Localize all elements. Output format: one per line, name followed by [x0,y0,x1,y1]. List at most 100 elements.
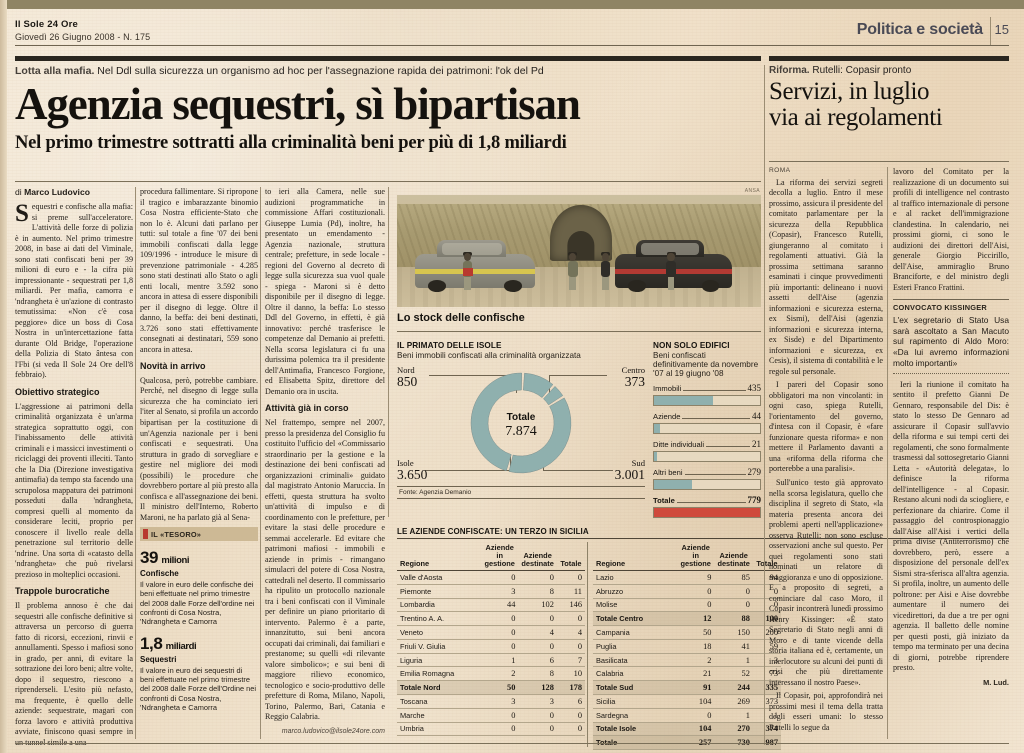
donut-chart-svg [470,372,572,474]
paragraph: Ieri la riunione il comitato ha sentito … [893,379,1009,673]
paragraph: Sequestri e confische alla mafia: si pre… [15,200,133,380]
column-divider-1 [135,187,136,739]
main-article-header: Lotta alla mafia. Nel Ddl sulla sicurezz… [15,65,761,153]
regions-table-left: Regione Aziende in gestione Aziende dest… [397,542,585,737]
article-photo [397,195,761,307]
cell-gestione: 0 [676,598,715,613]
bar-leader-line [676,502,746,503]
table-row: Basilicata 2 1 3 [593,653,781,668]
tesoro-marker-icon [143,529,148,539]
paragraph: La riforma dei servizi segreti decolla a… [769,177,883,376]
donut-label-centro-value: 373 [624,374,645,389]
bar-label: Totale [653,496,675,505]
cell-gestione: 12 [676,611,715,627]
donut-slice-isole [470,372,522,472]
right-article-signature: M. Lud. [983,678,1009,687]
table-row: Marche 0 0 0 [397,708,585,723]
cell-gestione: 0 [676,584,715,599]
leader-line-centro [549,375,607,376]
donut-label-sud-name: Sud [631,458,645,468]
table-row: Sardegna 0 1 1 [593,708,781,723]
cell-destinate: 0 [518,722,557,737]
cell-totale: 146 [556,598,585,613]
donut-label-centro-name: Centro [621,365,645,375]
headline-bottom-rule [15,181,761,182]
officer-legs [667,276,675,291]
right-article-divider [764,65,765,745]
table-row: Calabria 21 52 73 [593,666,781,682]
cell-regione: Abruzzo [593,584,677,599]
cell-gestione: 0 [480,611,519,627]
cell-gestione: 0 [480,639,519,654]
bar-value: 279 [747,467,762,477]
bar-value: 21 [752,439,761,449]
donut-chart-source: Fonte: Agenzia Demanio [397,486,645,499]
bar-head: Altri beni 279 [653,467,761,477]
bar-track [653,479,761,490]
bar-leader-line [684,474,746,475]
cell-gestione: 0 [676,708,715,723]
cell-destinate: 270 [714,722,753,737]
cell-totale: 6 [556,694,585,709]
cell-regione: Puglia [593,639,677,654]
cell-gestione: 0 [480,570,519,585]
bar-value: 44 [752,411,761,421]
byline-author: Marco Ludovico [24,187,90,197]
cell-destinate: 0 [714,584,753,599]
main-headline: Agenzia sequestri, sì bipartisan [15,79,581,130]
cell-gestione: 21 [676,666,715,682]
officer-legs [463,276,471,291]
cell-totale: 0 [556,570,585,585]
tesoro-stat-label: Confische [140,569,179,578]
cell-regione: Lazio [593,570,677,585]
car-stripe [415,269,536,274]
right-headline-rule [769,161,1009,162]
table-row: Lazio 9 85 94 [593,570,781,585]
bar-fill [654,424,660,433]
photo-police-car-grey [415,239,536,292]
paragraph: lavoro del Comitato per la realizzazione… [893,167,1009,292]
masthead: Il Sole 24 Ore Giovedì 26 Giugno 2008 - … [15,19,435,42]
paragraph: to ieri alla Camera, nelle sue audizioni… [265,187,385,396]
table-row: Trentino A. A. 0 0 0 [397,611,585,627]
donut-label-centro: Centro 373 [622,365,645,390]
regions-table-top-rule [397,538,1009,539]
cell-destinate: 3 [518,694,557,709]
cell-gestione: 50 [480,680,519,695]
right-headline: Servizi, in luglio via ai regolamenti [769,79,1009,131]
col-header-regione: Regione [397,542,481,571]
paragraph: L'aggressione ai patrimoni della crimina… [15,401,133,579]
cell-regione: Totale Isole [593,722,677,737]
bar-row-altri-beni: Altri beni 279 [653,467,761,490]
cell-destinate: 269 [714,694,753,709]
donut-label-isole: Isole 3.650 [397,458,427,483]
cell-destinate: 6 [518,653,557,668]
right-headline-line2: via ai regolamenti [769,104,943,131]
car-wheel [428,280,447,292]
cell-totale: 335 [752,680,781,695]
col-header-totale: Totale [752,542,781,571]
bar-fill [654,508,760,517]
page-number-divider [990,17,991,45]
cell-totale: 373 [752,694,781,709]
author-email[interactable]: marco.ludovico@ilsole24ore.com [281,727,385,735]
cell-gestione: 0 [480,625,519,640]
cell-destinate: 128 [518,680,557,695]
bar-row-immobili: Immobili 435 [653,383,761,406]
page-number: 15 [994,22,1009,37]
tesoro-stat-label: Sequestri [140,654,177,664]
tesoro-stat-number: 39 milioni [140,548,258,568]
cell-destinate: 0 [518,708,557,723]
cell-gestione: 1 [480,653,519,668]
table-header-row: Regione Aziende in gestione Aziende dest… [397,542,585,571]
right-headline-line1: Servizi, in luglio [769,78,930,105]
kissinger-box-title: CONVOCATO KISSINGER [893,299,1009,313]
cell-gestione: 18 [676,639,715,654]
photo-credit: ANSA [744,188,760,194]
paragraph: procedura fallimentare. Si ripropone il … [140,187,258,354]
bar-label: Ditte individuali [653,440,705,449]
cell-regione: Valle d'Aosta [397,570,481,585]
donut-label-nord-name: Nord [397,365,415,375]
donut-label-isole-name: Isole [397,458,414,468]
officer-body [600,261,611,278]
